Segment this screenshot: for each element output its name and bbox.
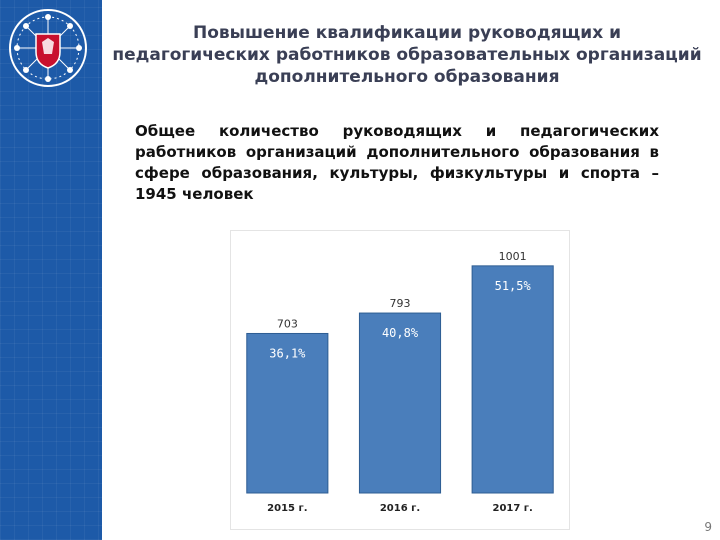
slide-title: Повышение квалификации руководящих и пед… [112,23,702,87]
value-label-1: 793 [390,297,411,310]
page-number: 9 [704,520,712,534]
category-label-1: 2016 г. [380,503,420,514]
value-label-0: 703 [277,317,298,330]
bar-1 [358,312,442,494]
sidebar-panel [0,0,102,540]
bar-2 [471,265,554,494]
category-label-0: 2015 г. [267,503,307,514]
percent-label-2: 51,5% [495,279,532,293]
category-label-2: 2017 г. [492,503,532,514]
value-label-2: 1001 [499,250,527,263]
bar-chart: 703 36,1% 2015 г. 793 40,8% 2016 г. 1001 51,5% 2… [230,230,570,530]
slide-subtitle: Общее количество руководящих и педагогич… [135,122,659,203]
percent-label-0: 36,1% [269,346,306,360]
bar-0 [246,332,329,494]
percent-label-1: 40,8% [382,326,419,340]
coat-of-arms-icon [9,9,87,87]
bar-chart-svg: 703 36,1% 2015 г. 793 40,8% 2016 г. 1001 51,5% 2… [246,250,554,514]
